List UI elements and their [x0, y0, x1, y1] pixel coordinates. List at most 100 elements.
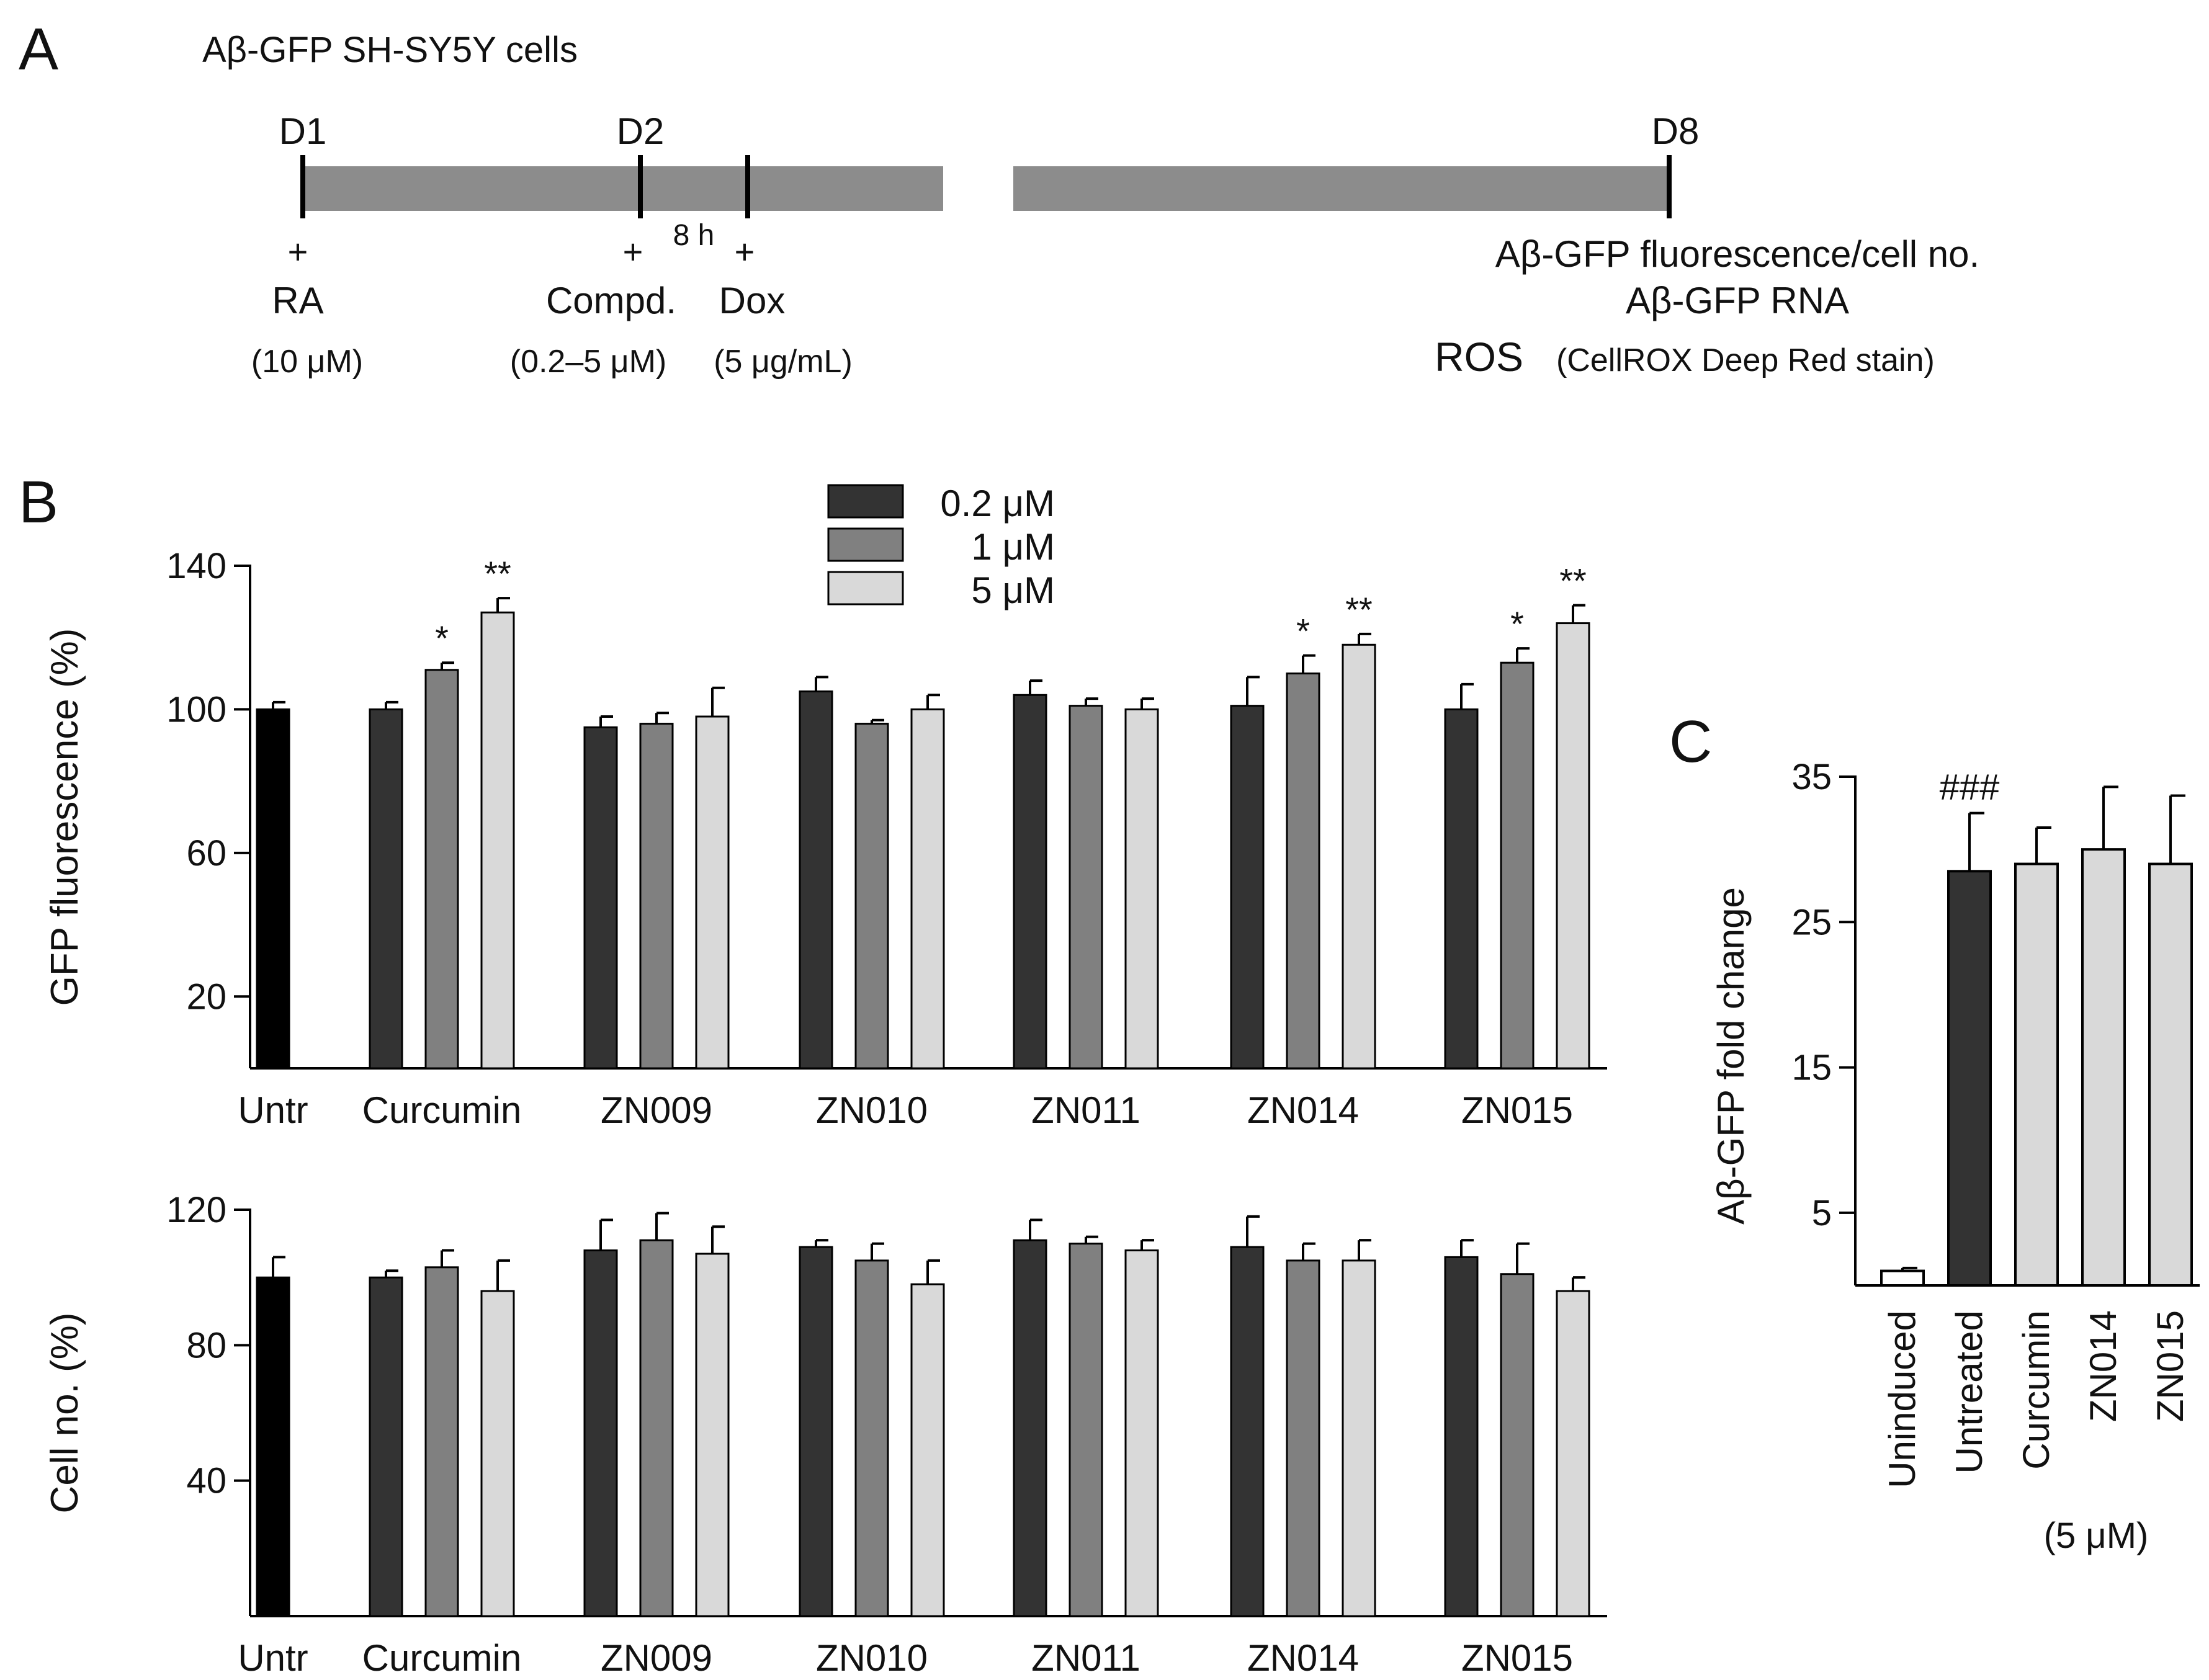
b-top-bar-zn014-5-m	[1342, 643, 1376, 1070]
b-top-bar-zn011-1-m	[1069, 705, 1103, 1070]
b-top-bar-zn010-0-2-m	[799, 690, 833, 1070]
plus-dox: +	[735, 232, 755, 271]
b-bottom-bar-zn011-5-m	[1124, 1249, 1159, 1617]
treatment-ra: RA	[272, 280, 323, 321]
b-top-y-tick-label: 140	[166, 546, 226, 586]
c-x-tick-label: Uninduced	[1881, 1310, 1923, 1488]
b-top-y-axis-label: GFP fluorescence (%)	[43, 628, 86, 1006]
interval-label: 8 h	[673, 219, 715, 252]
b-bottom-bar-zn011-0-2-m	[1013, 1239, 1047, 1617]
b-bottom-bar-zn010-1-m	[854, 1259, 889, 1617]
b-bottom-bar-curcumin-0-2-m	[369, 1276, 403, 1617]
panel-b: B 0.2 μM 1 μM 5 μM 20 60 100 140 GFP fluores…	[19, 469, 1607, 1679]
b-bottom-bar-zn010-0-2-m	[799, 1246, 833, 1617]
legend-label-0.2: 0.2 μM	[940, 483, 1055, 524]
legend: 0.2 μM 1 μM 5 μM	[827, 483, 1055, 611]
readout-rna: Aβ-GFP RNA	[1626, 280, 1849, 321]
c-bar-curcumin	[2014, 862, 2059, 1287]
timeline-bar-segment-2	[1013, 166, 1669, 211]
b-bottom-y-tick-label: 80	[186, 1325, 226, 1365]
b-top-y-tick-label: 20	[186, 976, 226, 1017]
b-top-bar-curcumin-1-m	[424, 669, 459, 1070]
b-top-significance-marker: **	[484, 554, 511, 593]
b-top-bar-zn011-0-2-m	[1013, 694, 1047, 1070]
readout-ros: ROS	[1435, 334, 1523, 380]
panel-label-a: A	[19, 16, 58, 83]
b-top-x-tick-label: ZN009	[601, 1089, 712, 1131]
readout-fluorescence: Aβ-GFP fluorescence/cell no.	[1495, 233, 1979, 275]
b-bottom-bar-curcumin-5-m	[480, 1290, 515, 1617]
b-bottom-bar-zn009-1-m	[639, 1239, 674, 1617]
b-top-bar-curcumin-5-m	[480, 611, 515, 1070]
c-y-tick-label: 15	[1791, 1048, 1832, 1088]
b-bottom-y-axis-label: Cell no. (%)	[43, 1313, 86, 1514]
c-y-tick-label: 25	[1791, 902, 1832, 942]
c-y-axis-label: Aβ-GFP fold change	[1710, 887, 1752, 1225]
treatment-dox: Dox	[719, 280, 786, 321]
b-bottom-bar-zn014-1-m	[1286, 1259, 1320, 1617]
chart-cell-number: 40 80 120 Cell no. (%) Untr Curcumin ZN009 ZN01…	[43, 1190, 1607, 1679]
c-bar-zn014	[2081, 848, 2126, 1287]
b-bottom-x-tick-label: ZN011	[1031, 1637, 1140, 1679]
treatment-compd: Compd.	[546, 280, 676, 321]
panel-a: A Aβ-GFP SH-SY5Y cells D1 D2 D8 8 h + + …	[19, 16, 1979, 380]
c-y-tick-label: 5	[1812, 1193, 1832, 1233]
c-x-tick-label: ZN015	[2149, 1310, 2191, 1422]
c-bar-zn015	[2148, 862, 2193, 1287]
b-top-bar-zn010-1-m	[854, 723, 889, 1070]
c-x-tick-label: Untreated	[1948, 1310, 1990, 1474]
b-bottom-bar-curcumin-1-m	[424, 1266, 459, 1617]
b-bottom-y-tick-label: 40	[186, 1461, 226, 1501]
readout-ros-note: (CellROX Deep Red stain)	[1556, 342, 1935, 378]
conc-dox: (5 μg/mL)	[714, 344, 853, 380]
c-bar-untreated	[1947, 870, 1992, 1287]
b-top-x-tick-label: Curcumin	[362, 1089, 522, 1131]
plus-compd: +	[623, 232, 643, 271]
b-bottom-bar-untr-untr	[256, 1276, 290, 1617]
b-top-significance-marker: *	[435, 619, 449, 658]
b-top-y-tick-label: 60	[186, 833, 226, 874]
b-top-bar-zn015-5-m	[1556, 622, 1590, 1070]
b-top-significance-marker: **	[1345, 590, 1373, 629]
b-bottom-bar-zn014-5-m	[1342, 1259, 1376, 1617]
b-bottom-x-tick-label: ZN010	[816, 1637, 928, 1679]
b-bottom-bar-zn009-0-2-m	[583, 1249, 618, 1617]
b-top-x-tick-label: ZN015	[1461, 1089, 1573, 1131]
b-top-x-tick-label: Untr	[238, 1089, 308, 1131]
b-top-bar-zn010-5-m	[910, 708, 945, 1070]
b-bottom-bar-zn015-5-m	[1556, 1290, 1590, 1617]
b-bottom-x-tick-label: Curcumin	[362, 1637, 522, 1679]
b-top-bar-untr-untr	[256, 708, 290, 1070]
b-top-bar-zn011-5-m	[1124, 708, 1159, 1070]
b-top-bar-zn009-1-m	[639, 723, 674, 1070]
legend-label-1: 1 μM	[971, 526, 1055, 568]
b-bottom-bar-zn010-5-m	[910, 1283, 945, 1617]
b-top-bar-zn015-1-m	[1500, 661, 1535, 1070]
c-x-tick-label: Curcumin	[2015, 1310, 2057, 1470]
panel-label-c: C	[1669, 708, 1712, 775]
plus-ra: +	[288, 232, 308, 271]
legend-swatch-1	[827, 527, 904, 562]
b-bottom-bar-zn015-0-2-m	[1444, 1256, 1479, 1617]
chart-fold-change: 5 15 25 35 Aβ-GFP fold change Uninduced ### Unt…	[1710, 757, 2200, 1488]
b-bottom-bar-zn015-1-m	[1500, 1273, 1535, 1617]
b-top-x-tick-label: ZN010	[816, 1089, 928, 1131]
b-bottom-x-tick-label: ZN015	[1461, 1637, 1573, 1679]
legend-swatch-5	[827, 571, 904, 605]
c-significance-marker: ###	[1940, 767, 2000, 808]
b-bottom-bar-zn009-5-m	[695, 1253, 730, 1617]
b-bottom-x-tick-label: Untr	[238, 1637, 308, 1679]
day-label-d1: D1	[279, 110, 327, 152]
c-bar-uninduced	[1880, 1269, 1925, 1287]
b-top-significance-marker: *	[1510, 604, 1524, 643]
b-top-bar-curcumin-0-2-m	[369, 708, 403, 1070]
b-top-bar-zn009-5-m	[695, 715, 730, 1070]
b-bottom-y-tick-label: 120	[166, 1190, 226, 1230]
conc-compd: (0.2–5 μM)	[510, 344, 666, 380]
b-top-significance-marker: **	[1559, 561, 1587, 601]
timeline-bar-segment-1	[303, 166, 943, 211]
b-top-bar-zn015-0-2-m	[1444, 708, 1479, 1070]
b-bottom-bar-zn011-1-m	[1069, 1243, 1103, 1617]
chart-gfp-fluorescence: 20 60 100 140 GFP fluorescence (%) Untr Curcum…	[43, 546, 1607, 1131]
